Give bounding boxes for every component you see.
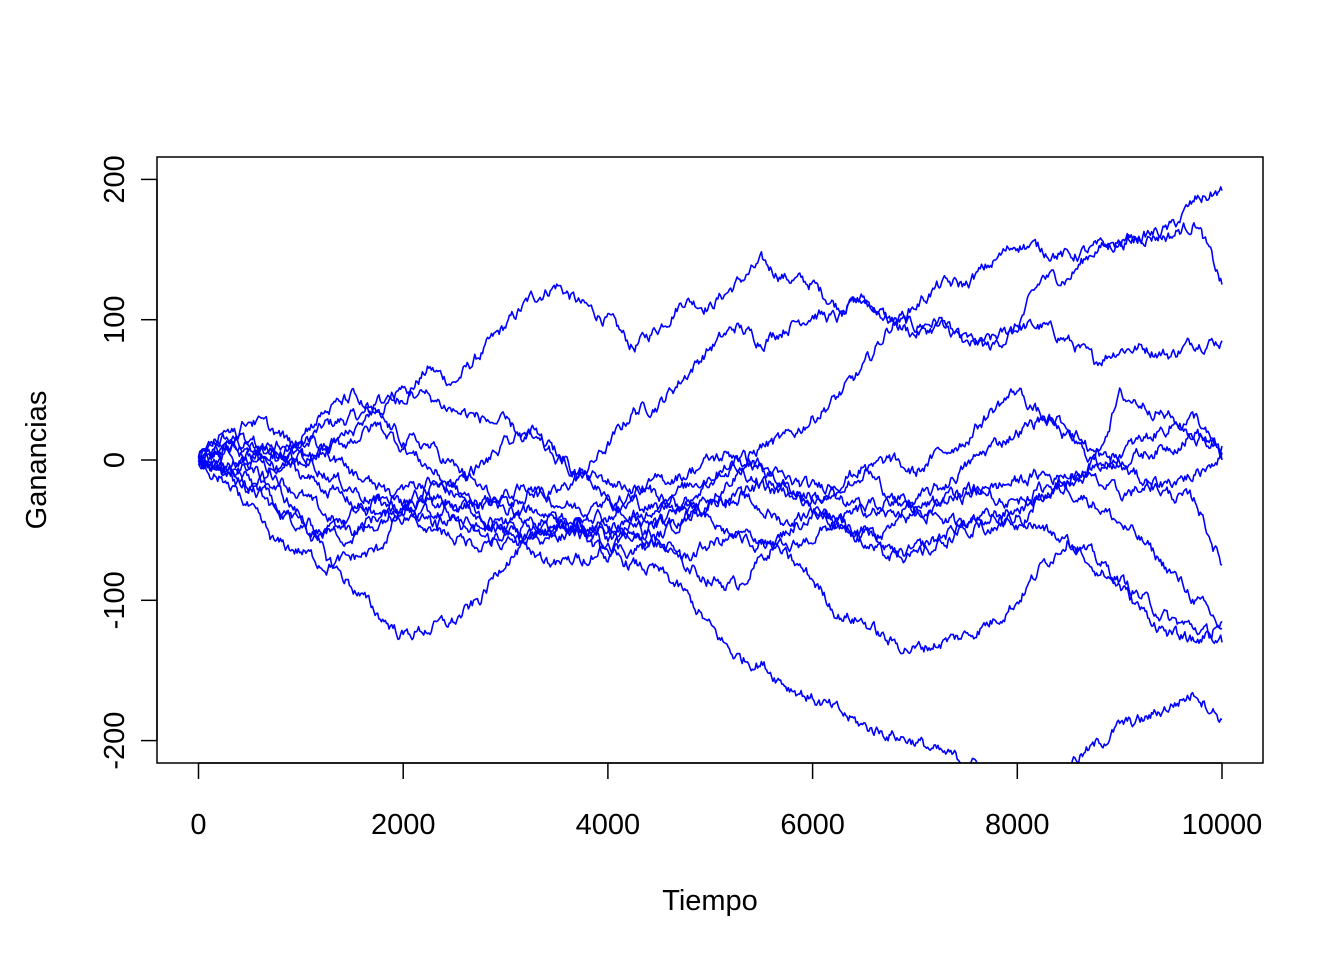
series-layer: [197, 186, 1223, 763]
series-line: [197, 424, 1223, 644]
series-line: [197, 385, 1223, 553]
x-tick-label: 2000: [371, 809, 436, 841]
x-axis-title: Tiempo: [662, 885, 758, 917]
series-line: [197, 387, 1223, 547]
y-tick-label: 100: [99, 296, 131, 344]
y-axis: -200 -100 0 100 200: [99, 155, 158, 770]
series-line: [198, 186, 1223, 551]
series-line: [197, 435, 1223, 568]
y-tick-label: 200: [99, 155, 131, 203]
y-axis-title: Ganancias: [21, 391, 53, 530]
x-axis: 0 2000 4000 6000 8000 10000: [190, 762, 1263, 841]
series-line: [197, 442, 1223, 655]
x-tick-label: 0: [190, 809, 206, 841]
x-tick-label: 4000: [576, 809, 641, 841]
x-tick-label: 8000: [985, 809, 1050, 841]
y-tick-label: 0: [99, 452, 131, 468]
series-line: [198, 421, 1223, 546]
y-tick-label: -200: [99, 712, 131, 770]
series-line: [197, 251, 1223, 475]
x-tick-label: 6000: [780, 809, 845, 841]
y-tick-label: -100: [99, 571, 131, 629]
series-line: [197, 456, 1223, 763]
x-tick-label: 10000: [1182, 809, 1263, 841]
